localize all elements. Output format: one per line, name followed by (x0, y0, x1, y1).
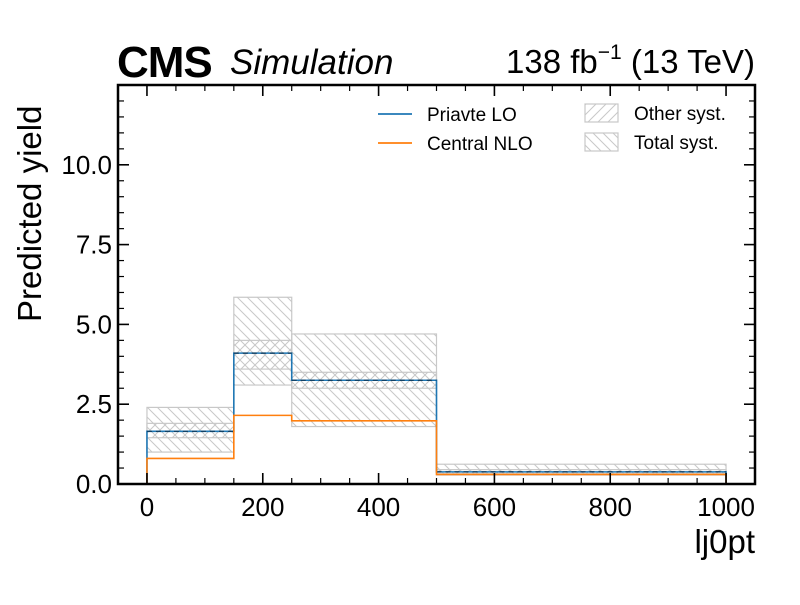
luminosity-exponent: −1 (598, 41, 622, 64)
x-tick-label: 400 (357, 492, 400, 522)
y-tick-label: 2.5 (76, 389, 112, 419)
energy-label: (13 TeV) (631, 43, 755, 80)
x-tick-label: 200 (241, 492, 284, 522)
legend-total-syst--swatch (584, 132, 619, 152)
y-axis-title: Predicted yield (11, 106, 48, 322)
simulation-label: Simulation (230, 43, 393, 82)
legend-other-syst--label: Other syst. (634, 104, 726, 125)
legend-other-syst--swatch (584, 103, 619, 123)
x-tick-labels: 0 200 400 600 800 1000 (140, 492, 755, 522)
series-central-nlo-line (146, 414, 727, 484)
chart-header: CMS Simulation 138 fb−1 (13 TeV) (117, 38, 755, 87)
legend-priavte-lo-label: Priavte LO (427, 105, 517, 126)
x-tick-label: 800 (589, 492, 632, 522)
x-tick-label: 600 (473, 492, 516, 522)
x-tick-label: 1000 (697, 492, 755, 522)
y-tick-label: 10.0 (61, 150, 112, 180)
plot-frame (116, 83, 757, 486)
legend: Priavte LO Central NLO Other syst. Total sy… (378, 103, 726, 155)
x-tick-label: 0 (140, 492, 154, 522)
cms-label: CMS (117, 38, 212, 87)
x-axis-title: lj0pt (694, 523, 755, 560)
y-tick-label: 0.0 (76, 469, 112, 499)
series-lines (146, 352, 727, 484)
luminosity-value: 138 fb (506, 43, 598, 80)
legend-total-syst--label: Total syst. (634, 133, 718, 154)
legend-central-nlo-label: Central NLO (427, 134, 533, 155)
energy-spacer (622, 43, 631, 80)
y-tick-label: 7.5 (76, 230, 112, 260)
y-tick-label: 5.0 (76, 309, 112, 339)
y-tick-labels: 0.0 2.5 5.0 7.5 10.0 (61, 150, 112, 499)
band-other-syst--bin-1 (233, 339, 293, 370)
luminosity-label: 138 fb−1 (13 TeV) (506, 41, 755, 80)
